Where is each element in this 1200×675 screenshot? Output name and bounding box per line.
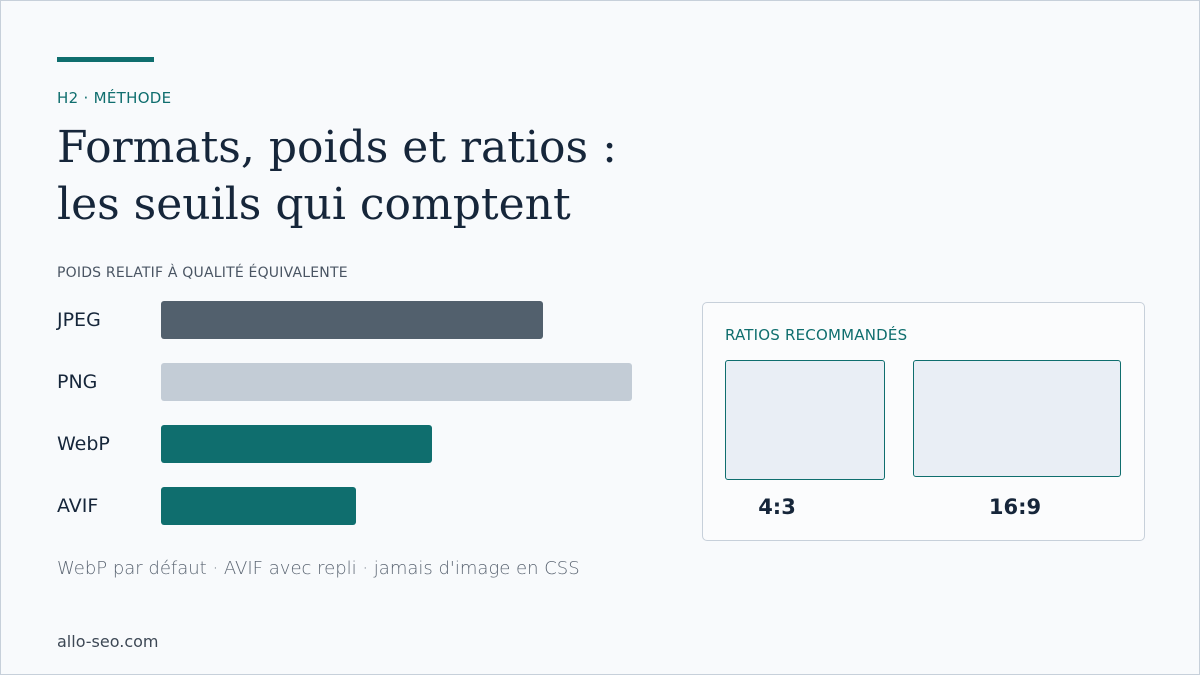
accent-rule <box>57 57 154 62</box>
ratio-16-9-box <box>913 360 1121 477</box>
bar-label-png: PNG <box>57 371 98 393</box>
bar-webp <box>161 425 432 463</box>
bar-chart: JPEG PNG WebP AVIF <box>57 301 657 541</box>
site-url: allo-seo.com <box>57 632 159 651</box>
bar-label-jpeg: JPEG <box>57 309 101 331</box>
section-eyebrow: H2 · MÉTHODE <box>57 89 172 107</box>
ratio-4-3-label: 4:3 <box>758 495 796 519</box>
bar-label-webp: WebP <box>57 433 110 455</box>
page-title: Formats, poids et ratios : les seuils qu… <box>57 119 757 233</box>
footnote: WebP par défaut · AVIF avec repli · jama… <box>57 558 580 579</box>
bar-png <box>161 363 632 401</box>
title-line-2: les seuils qui comptent <box>57 179 571 230</box>
bar-avif <box>161 487 356 525</box>
title-line-1: Formats, poids et ratios : <box>57 122 617 173</box>
ratio-16-9-label: 16:9 <box>988 495 1042 519</box>
chart-title: POIDS RELATIF À QUALITÉ ÉQUIVALENTE <box>57 265 348 281</box>
bar-jpeg <box>161 301 543 339</box>
ratio-4-3-box <box>725 360 885 480</box>
ratios-title: RATIOS RECOMMANDÉS <box>725 326 908 344</box>
bar-label-avif: AVIF <box>57 495 99 517</box>
ratios-card: RATIOS RECOMMANDÉS 4:3 16:9 <box>702 302 1145 541</box>
